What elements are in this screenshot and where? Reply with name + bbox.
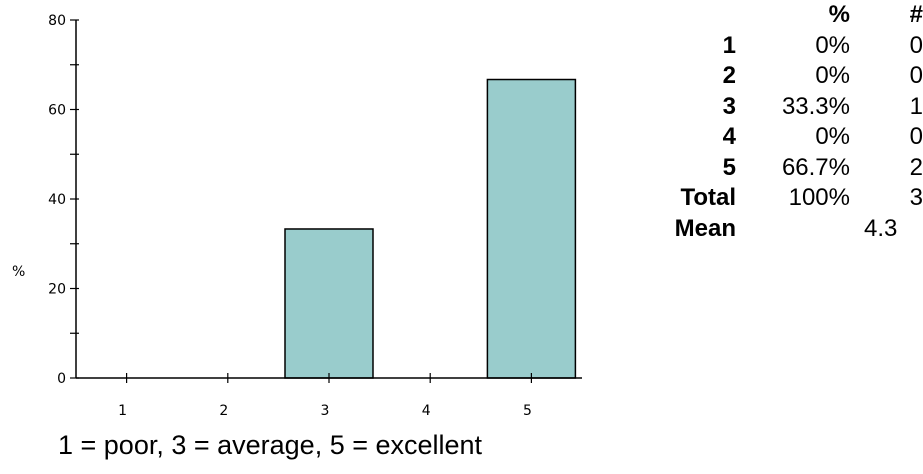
y-axis-label: % xyxy=(12,264,25,280)
stats-row: 1 0% 0 xyxy=(636,31,923,62)
x-tick-label: 3 xyxy=(321,403,330,419)
stats-row-percent: 0% xyxy=(815,123,850,150)
y-tick-label: 80 xyxy=(48,13,66,29)
stats-mean-row: Mean 4.3 xyxy=(636,214,923,245)
x-tick-label: 1 xyxy=(118,403,127,419)
y-tick-label: 0 xyxy=(57,371,66,387)
y-tick-label: 60 xyxy=(48,103,66,119)
stats-row-percent: 100% xyxy=(788,184,850,211)
stats-header-row: % # xyxy=(636,0,923,31)
x-tick-label: 4 xyxy=(422,403,431,419)
stats-row-count: 0 xyxy=(909,123,923,150)
x-tick-label: 5 xyxy=(523,403,532,419)
stats-row: 2 0% 0 xyxy=(636,61,923,92)
stats-row: 4 0% 0 xyxy=(636,122,923,153)
stats-header-count: # xyxy=(909,1,923,28)
bar-chart: 0 20 40 60 80 1 2 3 4 5 % xyxy=(12,13,582,419)
stats-header-blank xyxy=(636,0,736,31)
stats-row-count: 3 xyxy=(909,184,923,211)
rating-scale-caption: 1 = poor, 3 = average, 5 = excellent xyxy=(58,430,483,460)
y-tick-label: 20 xyxy=(48,282,66,298)
stats-row-count: 1 xyxy=(909,92,923,120)
axes-group: 0 20 40 60 80 1 2 3 4 5 xyxy=(48,13,582,419)
stats-row: 5 66.7% 2 xyxy=(636,153,923,184)
x-tick-label: 2 xyxy=(219,403,228,419)
stats-row-percent: 0% xyxy=(815,31,850,59)
stats-row-label: Mean xyxy=(674,214,736,242)
stats-row-count: 0 xyxy=(909,62,923,89)
stats-row-percent: 0% xyxy=(815,62,850,89)
stats-row-label: 1 xyxy=(722,31,736,59)
bar-3 xyxy=(284,228,374,379)
stats-row-percent: 33.3% xyxy=(781,92,850,120)
stats-row: 3 33.3% 1 xyxy=(636,92,923,123)
y-tick-label: 40 xyxy=(48,192,66,208)
stats-row-label: 3 xyxy=(722,92,736,120)
stats-row-label: 5 xyxy=(722,153,736,181)
stats-row-count: 0 xyxy=(909,31,923,59)
stats-row-label: 2 xyxy=(722,62,736,89)
stats-row-label: 4 xyxy=(722,123,736,150)
stats-row-count: 4.3 xyxy=(864,214,898,242)
bars-group xyxy=(284,78,577,379)
stats-table: % # 1 0% 0 2 0% 0 3 33.3% 1 4 0% 0 5 66.… xyxy=(636,0,923,244)
stats-row-percent: 66.7% xyxy=(781,153,850,181)
stats-row-percent xyxy=(736,214,850,245)
stats-total-row: Total 100% 3 xyxy=(636,183,923,214)
stats-row-count: 2 xyxy=(909,153,923,181)
stats-row-label: Total xyxy=(680,184,736,211)
bar-5 xyxy=(486,78,577,379)
stats-header-percent: % xyxy=(828,1,850,28)
